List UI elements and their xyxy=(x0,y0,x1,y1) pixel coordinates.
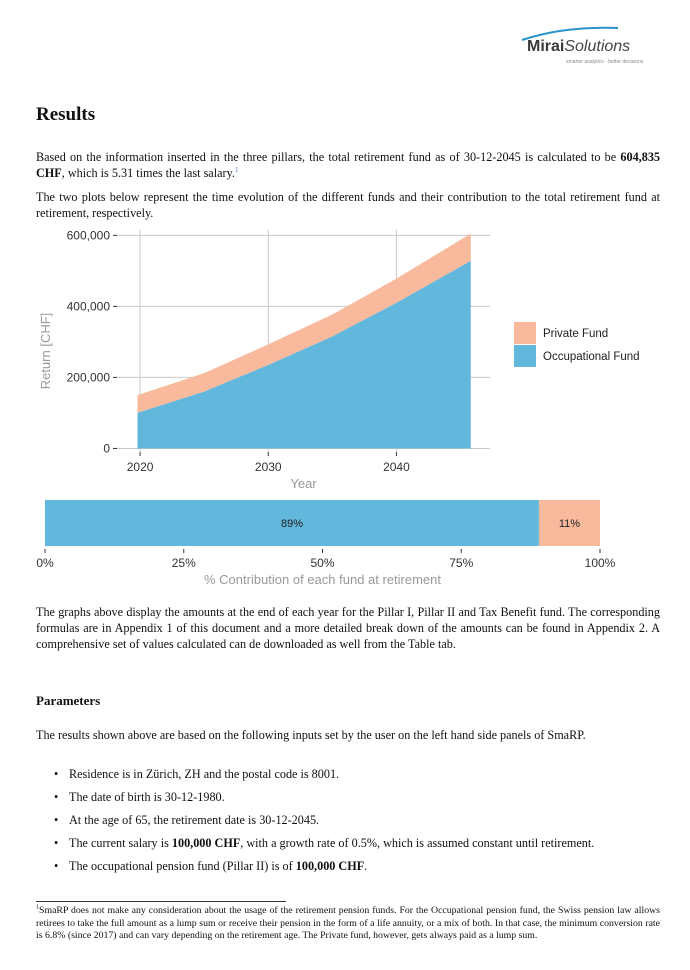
logo-swoosh-icon xyxy=(521,26,619,41)
fund-contribution-chart: 89% 11% 0% 25% 50% 75% 100% % Contribution of e… xyxy=(36,500,616,587)
area-occupational-fund xyxy=(137,260,471,449)
x-tick-label: 2020 xyxy=(127,460,154,474)
x-tick-label: 75% xyxy=(449,556,473,570)
mirai-solutions-logo: MiraiSolutions smarter analytics · bette… xyxy=(514,22,654,70)
page-title: Results xyxy=(36,104,96,125)
parameter-item: The occupational pension fund (Pillar II… xyxy=(36,858,660,874)
chart-explanation: The graphs above display the amounts at … xyxy=(36,605,660,651)
bar-segment xyxy=(45,500,539,546)
legend-swatch xyxy=(514,322,536,344)
parameter-item: The date of birth is 30-12-1980. xyxy=(36,789,660,805)
x-tick-label: 2030 xyxy=(255,460,282,474)
parameter-item: Residence is in Zürich, ZH and the posta… xyxy=(36,766,660,782)
y-tick-label: 600,000 xyxy=(67,228,111,242)
parameters-list: Residence is in Zürich, ZH and the posta… xyxy=(36,766,660,881)
x-axis-title: % Contribution of each fund at retiremen… xyxy=(204,572,441,587)
legend-label: Private Fund xyxy=(543,328,608,340)
y-tick-label: 0 xyxy=(103,441,110,455)
total-fund-amount: 604,835 CHF xyxy=(36,150,660,180)
footnote-ref[interactable]: 1 xyxy=(234,165,239,174)
x-tick-label: 50% xyxy=(310,556,334,570)
x-axis-title: Year xyxy=(290,476,317,491)
footnote: 1SmaRP does not make any consideration a… xyxy=(36,904,660,941)
parameter-item: The current salary is 100,000 CHF, with … xyxy=(36,835,660,851)
footnote-divider xyxy=(36,901,286,902)
bar-data-label: 89% xyxy=(281,518,303,530)
y-axis-title: Return [CHF] xyxy=(38,313,53,390)
bar-data-label: 11% xyxy=(559,518,580,530)
bar-segment xyxy=(538,500,600,546)
x-tick-label: 0% xyxy=(36,556,54,570)
logo-wordmark: MiraiSolutions xyxy=(527,38,631,55)
parameters-intro: The results shown above are based on the… xyxy=(36,728,586,742)
fund-evolution-chart: 0 200,000 400,000 600,000 2020 2030 2040 Year Re… xyxy=(38,228,640,491)
legend-label: Occupational Fund xyxy=(543,351,640,363)
x-tick-label: 25% xyxy=(172,556,196,570)
x-tick-label: 100% xyxy=(585,556,616,570)
y-tick-label: 200,000 xyxy=(67,370,111,384)
x-tick-label: 2040 xyxy=(383,460,410,474)
y-tick-label: 400,000 xyxy=(67,299,111,313)
intro-paragraph-1: Based on the information inserted in the… xyxy=(36,150,660,180)
intro-paragraph-2: The two plots below represent the time e… xyxy=(36,190,660,220)
area-private-fund xyxy=(137,233,471,413)
parameters-heading: Parameters xyxy=(36,693,101,708)
legend-swatch xyxy=(514,345,536,367)
parameter-item: At the age of 65, the retirement date is… xyxy=(36,812,660,828)
logo-tagline: smarter analytics · better decisions xyxy=(566,59,644,65)
